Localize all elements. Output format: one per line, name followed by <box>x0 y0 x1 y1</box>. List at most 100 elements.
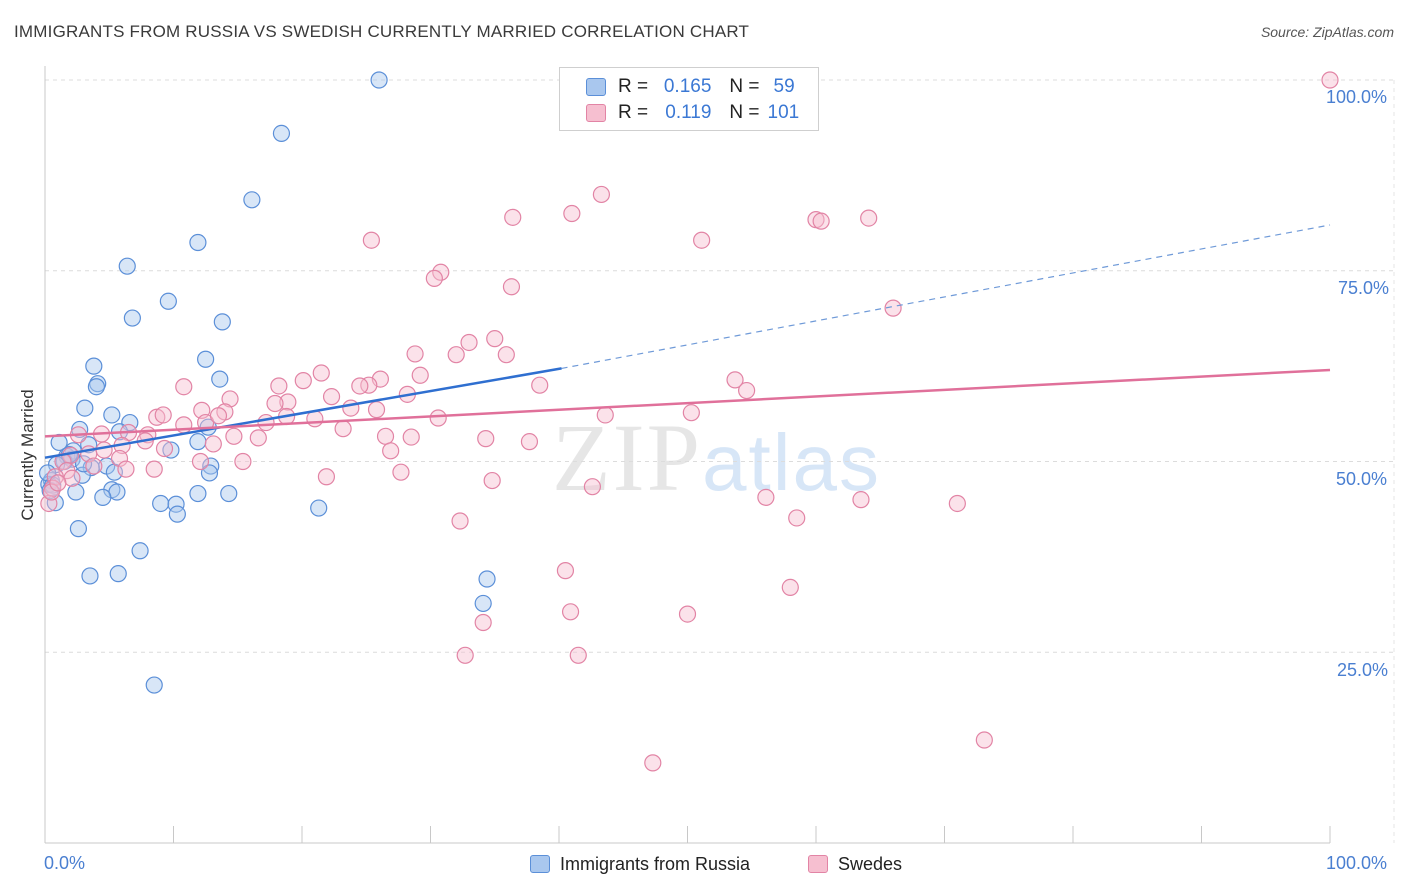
point-swedes <box>948 494 966 513</box>
bottom-legend-label-russia: Immigrants from Russia <box>560 853 751 874</box>
point-russia <box>159 292 177 310</box>
point-russia <box>87 378 106 396</box>
point-swedes <box>569 646 587 664</box>
point-swedes <box>257 413 275 432</box>
point-russia <box>189 233 207 252</box>
trendline-swedes <box>44 368 1331 438</box>
y-tick-label-25: 25.0% <box>1337 660 1389 680</box>
point-swedes <box>204 435 222 453</box>
point-swedes <box>294 372 312 390</box>
legend-r-label: R = <box>618 76 649 97</box>
point-swedes <box>502 278 521 296</box>
chart-title: IMMIGRANTS FROM RUSSIA VS SWEDISH CURREN… <box>14 22 750 41</box>
x-tick-label-0: 0.0% <box>44 853 86 873</box>
point-swedes <box>322 388 341 406</box>
point-swedes <box>209 407 228 425</box>
point-swedes <box>486 330 504 348</box>
point-swedes <box>360 376 378 394</box>
point-swedes <box>812 212 830 230</box>
y-tick-label-75: 75.0% <box>1338 278 1390 298</box>
point-russia <box>202 457 220 475</box>
point-swedes <box>852 491 870 509</box>
point-russia <box>213 313 231 331</box>
point-swedes <box>456 646 474 664</box>
point-russia <box>109 565 127 583</box>
point-swedes <box>154 406 172 424</box>
point-swedes <box>432 263 450 281</box>
point-russia <box>211 370 229 388</box>
point-russia <box>200 464 219 482</box>
point-russia <box>123 309 141 327</box>
point-russia <box>152 494 170 513</box>
point-swedes <box>693 231 711 249</box>
point-swedes <box>682 404 700 422</box>
point-swedes <box>110 449 129 468</box>
x-tick-label-100: 100.0% <box>1326 853 1388 873</box>
point-swedes <box>342 399 360 417</box>
point-swedes <box>225 427 243 445</box>
point-swedes <box>451 512 469 530</box>
point-swedes <box>266 394 284 413</box>
point-swedes <box>596 406 614 424</box>
bottom-legend-swatch-russia <box>530 855 550 873</box>
y-tick-label-50: 50.0% <box>1336 469 1388 489</box>
point-swedes <box>279 393 297 411</box>
point-swedes <box>406 345 424 363</box>
trendline-russia <box>44 367 562 459</box>
point-russia <box>189 484 207 503</box>
y-tick-label-100: 100.0% <box>1326 87 1388 107</box>
point-swedes <box>145 460 163 478</box>
point-swedes <box>392 463 410 481</box>
legend-r-label: R = <box>618 102 649 123</box>
point-swedes <box>757 488 775 506</box>
point-swedes <box>583 478 602 496</box>
point-swedes <box>884 299 902 317</box>
point-swedes <box>561 603 580 621</box>
point-swedes <box>447 346 465 364</box>
point-swedes <box>975 731 993 749</box>
legend-n-label: N = <box>729 76 760 97</box>
point-swedes <box>155 439 174 458</box>
point-russia <box>38 464 57 482</box>
point-swedes <box>191 452 210 471</box>
legend-n-value: 59 <box>773 76 795 97</box>
legend-r-value: 0.165 <box>663 76 712 97</box>
point-russia <box>69 520 88 538</box>
trendline-russia-extension <box>561 224 1331 370</box>
point-russia <box>118 257 136 275</box>
point-russia <box>76 399 94 417</box>
watermark-atlas: atlas <box>702 418 881 507</box>
point-swedes <box>117 460 135 478</box>
point-swedes <box>678 605 697 623</box>
point-swedes <box>221 390 239 408</box>
legend-row-russia: R = 0.165 N = 59 <box>586 75 795 99</box>
point-swedes <box>334 420 352 438</box>
point-russia <box>168 505 186 523</box>
point-russia <box>478 570 496 588</box>
legend-r-value: 0.119 <box>665 102 712 123</box>
point-russia <box>103 406 121 424</box>
point-swedes <box>531 376 549 394</box>
point-russia <box>85 357 103 375</box>
bottom-legend-russia: Immigrants from Russia <box>530 852 750 876</box>
point-russia <box>74 455 93 473</box>
point-swedes <box>49 474 67 492</box>
point-swedes <box>556 562 575 580</box>
legend-n-label: N = <box>729 102 760 123</box>
point-swedes <box>312 364 330 382</box>
point-swedes <box>351 377 369 395</box>
point-swedes <box>362 231 380 249</box>
point-swedes <box>460 333 478 352</box>
point-swedes <box>234 452 252 471</box>
point-swedes <box>270 377 288 395</box>
point-swedes <box>85 457 103 475</box>
point-russia <box>474 594 492 613</box>
watermark-zip: ZIP <box>552 404 702 511</box>
point-russia <box>81 567 99 585</box>
point-swedes <box>860 209 878 227</box>
point-swedes <box>411 366 429 384</box>
point-swedes <box>788 509 806 527</box>
bottom-legend-swedes: Swedes <box>808 852 902 876</box>
point-swedes <box>726 371 744 389</box>
